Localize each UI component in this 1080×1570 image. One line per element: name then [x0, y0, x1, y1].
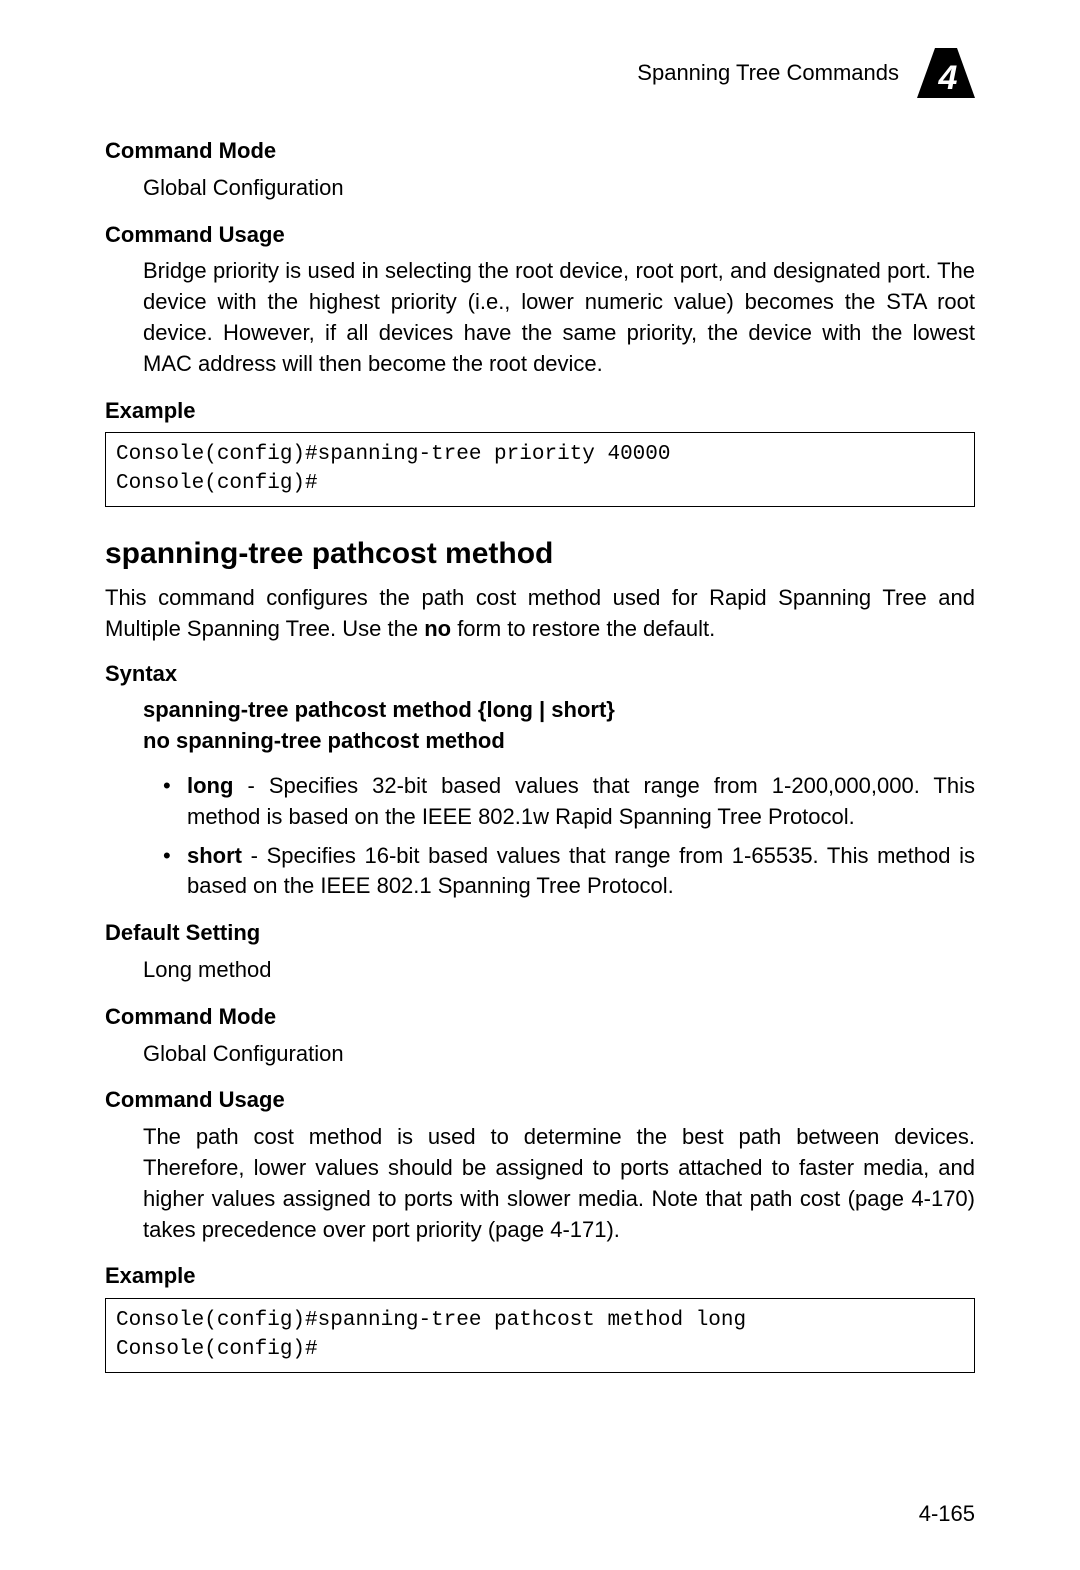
chapter-number-icon: 4	[917, 48, 975, 98]
heading-default-setting: Default Setting	[105, 918, 975, 949]
code-example-1: Console(config)#spanning-tree priority 4…	[105, 432, 975, 507]
body-default-setting: Long method	[143, 955, 975, 986]
body-command-mode-1: Global Configuration	[143, 173, 975, 204]
body-command-usage-1: Bridge priority is used in selecting the…	[143, 256, 975, 379]
body-command-mode-2: Global Configuration	[143, 1039, 975, 1070]
intro-bold: no	[424, 616, 451, 641]
code-example-2: Console(config)#spanning-tree pathcost m…	[105, 1298, 975, 1373]
header-title: Spanning Tree Commands	[637, 58, 899, 89]
option-short-text: - Specifies 16-bit based values that ran…	[187, 843, 975, 899]
page-number: 4-165	[919, 1499, 975, 1530]
heading-example-2: Example	[105, 1261, 975, 1292]
option-long-label: long	[187, 773, 233, 798]
heading-command-usage-2: Command Usage	[105, 1085, 975, 1116]
option-short-label: short	[187, 843, 242, 868]
page-header: Spanning Tree Commands 4	[105, 48, 975, 98]
syntax-option-short: short - Specifies 16-bit based values th…	[163, 841, 975, 903]
syntax-block: spanning-tree pathcost method {long | sh…	[143, 695, 975, 757]
syntax-options-list: long - Specifies 32-bit based values tha…	[163, 771, 975, 902]
body-command-usage-2: The path cost method is used to determin…	[143, 1122, 975, 1245]
option-long-text: - Specifies 32-bit based values that ran…	[187, 773, 975, 829]
syntax-line-1: spanning-tree pathcost method {long | sh…	[143, 695, 975, 726]
heading-syntax: Syntax	[105, 659, 975, 690]
heading-example-1: Example	[105, 396, 975, 427]
intro-post: form to restore the default.	[451, 616, 715, 641]
command-intro: This command configures the path cost me…	[105, 583, 975, 645]
chapter-number-text: 4	[938, 59, 958, 97]
heading-command-mode-2: Command Mode	[105, 1002, 975, 1033]
syntax-line-2: no spanning-tree pathcost method	[143, 726, 975, 757]
command-title: spanning-tree pathcost method	[105, 533, 975, 575]
heading-command-usage-1: Command Usage	[105, 220, 975, 251]
heading-command-mode-1: Command Mode	[105, 136, 975, 167]
syntax-option-long: long - Specifies 32-bit based values tha…	[163, 771, 975, 833]
